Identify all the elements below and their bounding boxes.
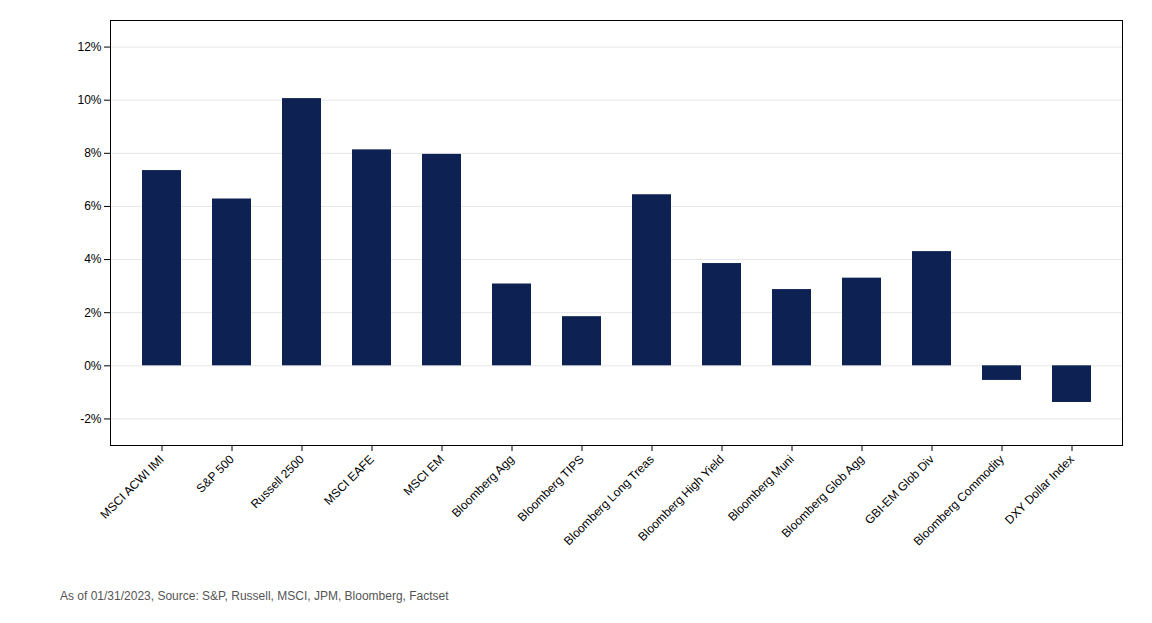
svg-text:Bloomberg Agg: Bloomberg Agg <box>449 452 517 520</box>
svg-text:8%: 8% <box>84 146 102 160</box>
svg-text:GBI-EM Glob Div: GBI-EM Glob Div <box>862 452 937 527</box>
svg-text:MSCI EM: MSCI EM <box>401 452 447 498</box>
svg-text:DXY Dollar Index: DXY Dollar Index <box>1002 452 1077 527</box>
svg-text:S&P 500: S&P 500 <box>194 452 237 495</box>
svg-text:10%: 10% <box>77 93 101 107</box>
svg-text:Bloomberg Muni: Bloomberg Muni <box>725 452 797 524</box>
svg-text:0%: 0% <box>84 359 102 373</box>
svg-text:4%: 4% <box>84 252 102 266</box>
svg-text:Bloomberg Commodity: Bloomberg Commodity <box>911 452 1007 548</box>
svg-text:2%: 2% <box>84 306 102 320</box>
svg-text:MSCI EAFE: MSCI EAFE <box>321 452 377 508</box>
svg-text:MSCI ACWI IMI: MSCI ACWI IMI <box>98 452 167 521</box>
svg-text:Bloomberg Glob Agg: Bloomberg Glob Agg <box>779 452 867 540</box>
svg-text:Bloomberg High Yield: Bloomberg High Yield <box>635 452 727 544</box>
html-text:As of 01/31/2023, Source: S&P,: As of 01/31/2023, Source: S&P, Russell, … <box>60 589 449 603</box>
svg-text:12%: 12% <box>77 40 101 54</box>
svg-text:6%: 6% <box>84 199 102 213</box>
svg-text:Bloomberg TIPS: Bloomberg TIPS <box>515 452 587 524</box>
svg-text:-2%: -2% <box>80 412 102 426</box>
svg-text:Bloomberg Long Treas: Bloomberg Long Treas <box>561 452 657 548</box>
svg-text:Russell 2500: Russell 2500 <box>248 452 307 511</box>
